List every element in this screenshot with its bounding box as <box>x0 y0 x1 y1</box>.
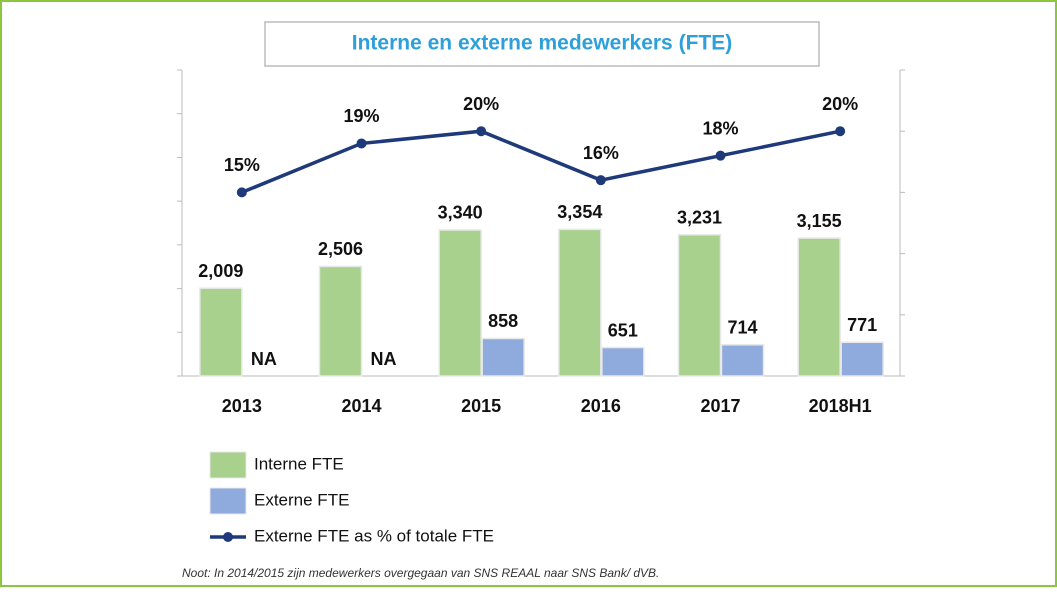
value-label: NA <box>251 349 277 369</box>
legend-swatch <box>209 451 247 479</box>
value-label: 20% <box>822 94 858 114</box>
bar <box>797 237 841 377</box>
x-tick-label: 2015 <box>461 396 501 416</box>
x-tick-label: 2016 <box>581 396 621 416</box>
value-label: 18% <box>702 118 738 138</box>
x-tick-label: 2017 <box>700 396 740 416</box>
title-box <box>264 21 820 67</box>
line-point <box>476 126 487 137</box>
chart-title: Interne en externe medewerkers (FTE) <box>352 32 732 55</box>
value-label: 19% <box>343 106 379 126</box>
value-label: 16% <box>583 143 619 163</box>
line <box>241 129 841 195</box>
legend-label: Externe FTE as % of totale FTE <box>254 526 494 545</box>
value-label: 651 <box>608 320 638 340</box>
value-label: 714 <box>727 318 757 338</box>
line-point <box>715 150 726 161</box>
value-label: 3,340 <box>438 203 483 223</box>
bar <box>720 344 765 377</box>
bar <box>481 337 525 377</box>
legend-dot <box>223 532 233 542</box>
x-tick-label: 2018H1 <box>809 396 872 416</box>
bar <box>840 341 884 377</box>
value-label: 2,506 <box>318 239 363 259</box>
legend-swatch <box>209 487 247 515</box>
bar <box>318 265 363 377</box>
x-tick-label: 2014 <box>341 396 381 416</box>
bar <box>438 229 482 377</box>
value-label: 15% <box>224 155 260 175</box>
value-label: 3,231 <box>677 208 722 228</box>
value-label: 858 <box>488 311 518 331</box>
value-label: 771 <box>847 315 877 335</box>
bar <box>601 346 645 377</box>
bar <box>677 234 722 377</box>
value-label: NA <box>371 349 397 369</box>
bar <box>558 228 602 377</box>
line-point <box>236 187 247 198</box>
value-label: 3,354 <box>557 202 602 222</box>
line-point <box>595 175 606 186</box>
line-point <box>835 126 846 137</box>
value-label: 3,155 <box>797 211 842 231</box>
value-label: 2,009 <box>198 261 243 281</box>
legend-label: Interne FTE <box>254 454 344 473</box>
line-point <box>356 138 367 149</box>
x-tick-label: 2013 <box>222 396 262 416</box>
bar <box>199 287 243 377</box>
note: Noot: In 2014/2015 zijn medewerkers over… <box>182 566 659 580</box>
legend-label: Externe FTE <box>254 490 349 509</box>
value-label: 20% <box>463 94 499 114</box>
